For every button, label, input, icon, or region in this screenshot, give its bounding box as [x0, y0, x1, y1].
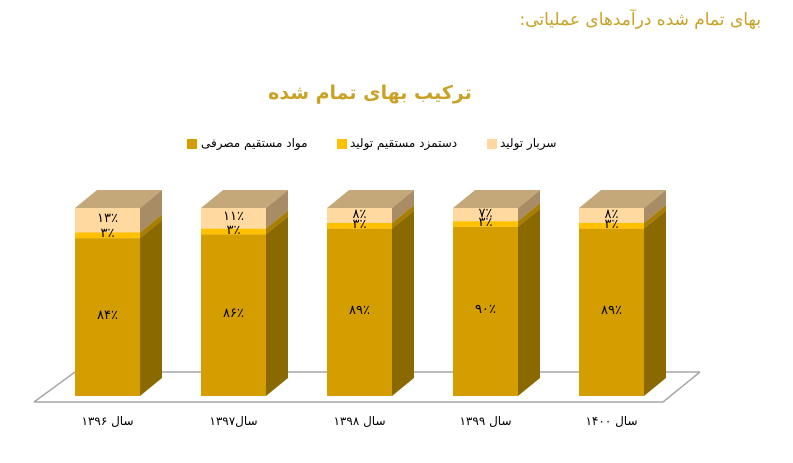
bar-value-label: ۹۰٪ [475, 302, 496, 318]
bar-segment-side [392, 190, 414, 224]
bar-segment-front [75, 238, 140, 396]
bars-group [75, 190, 666, 396]
bar-value-label: ۸۴٪ [97, 308, 118, 324]
bar-segment-side [140, 220, 162, 396]
bar-segment-front [579, 228, 644, 396]
legend-swatch-materials [187, 139, 197, 149]
bar-segment-side [266, 216, 288, 396]
x-axis-category-label: سال ۱۳۹۶ [81, 414, 134, 428]
x-axis-category-label: سال ۱۴۰۰ [585, 414, 638, 428]
legend-label-labor: دستمزد مستقیم تولید [350, 136, 458, 150]
legend-swatch-overhead [487, 139, 497, 149]
bar-value-label: ۳٪ [352, 216, 367, 232]
bar-segment-side [392, 205, 414, 229]
bar-segment-side [266, 190, 288, 229]
bar-value-label: ۳٪ [226, 222, 241, 238]
bar-segment-front [327, 228, 392, 396]
bar-segment-front [579, 223, 644, 229]
bar-segment-side [644, 190, 666, 224]
chart-title: ترکیب بهای تمام شده [268, 82, 472, 104]
bar-top-face [453, 190, 540, 208]
chart-legend: مواد مستقیم مصرفی دستمزد مستقیم تولید سر… [0, 134, 793, 154]
bar-segment-side [266, 210, 288, 235]
bar-segment-side [392, 210, 414, 396]
legend-label-overhead: سربار تولید [500, 136, 557, 150]
bar-value-label: ۸۹٪ [349, 303, 370, 319]
bar-segment-front [453, 208, 518, 222]
bar-segment-front [327, 223, 392, 229]
bar-segment-front [75, 232, 140, 239]
bar-value-label: ۳٪ [478, 214, 493, 230]
bar-segment-front [453, 226, 518, 396]
bar-value-label: ۸۶٪ [223, 306, 244, 322]
bar-segment-side [140, 214, 162, 239]
x-axis-category-label: سال۱۳۹۷ [209, 414, 258, 428]
bar-value-label: ۳٪ [100, 226, 115, 242]
bar-segment-side [518, 208, 540, 396]
bar-segment-side [518, 190, 540, 222]
bar-value-label: ۸٪ [604, 206, 619, 222]
bar-segment-side [644, 205, 666, 229]
page-heading: بهای تمام شده درآمدهای عملیاتی: [519, 10, 761, 30]
bar-segment-front [201, 228, 266, 235]
bar-top-face [201, 190, 288, 208]
bar-top-face [327, 190, 414, 208]
bar-segment-front [75, 208, 140, 233]
bar-segment-side [140, 190, 162, 233]
bar-segment-front [201, 234, 266, 396]
x-axis-category-label: سال ۱۳۹۸ [333, 414, 386, 428]
x-axis-category-label: سال ۱۳۹۹ [459, 414, 512, 428]
bar-segment-front [453, 221, 518, 227]
bar-segment-front [327, 208, 392, 224]
bar-top-face [75, 190, 162, 208]
bar-segment-side [644, 210, 666, 396]
bar-value-label: ۱۳٪ [97, 211, 118, 227]
bar-segment-side [518, 203, 540, 227]
bar-value-label: ۱۱٪ [223, 209, 244, 225]
bar-value-label: ۳٪ [604, 216, 619, 232]
bar-value-label: ۸٪ [352, 206, 367, 222]
bar-value-label: ۸۹٪ [601, 303, 622, 319]
legend-swatch-labor [337, 139, 347, 149]
bar-segment-front [201, 208, 266, 229]
bar-segment-front [579, 208, 644, 224]
legend-label-materials: مواد مستقیم مصرفی [201, 136, 308, 150]
bar-top-face [579, 190, 666, 208]
bar-value-label: ۷٪ [478, 205, 493, 221]
